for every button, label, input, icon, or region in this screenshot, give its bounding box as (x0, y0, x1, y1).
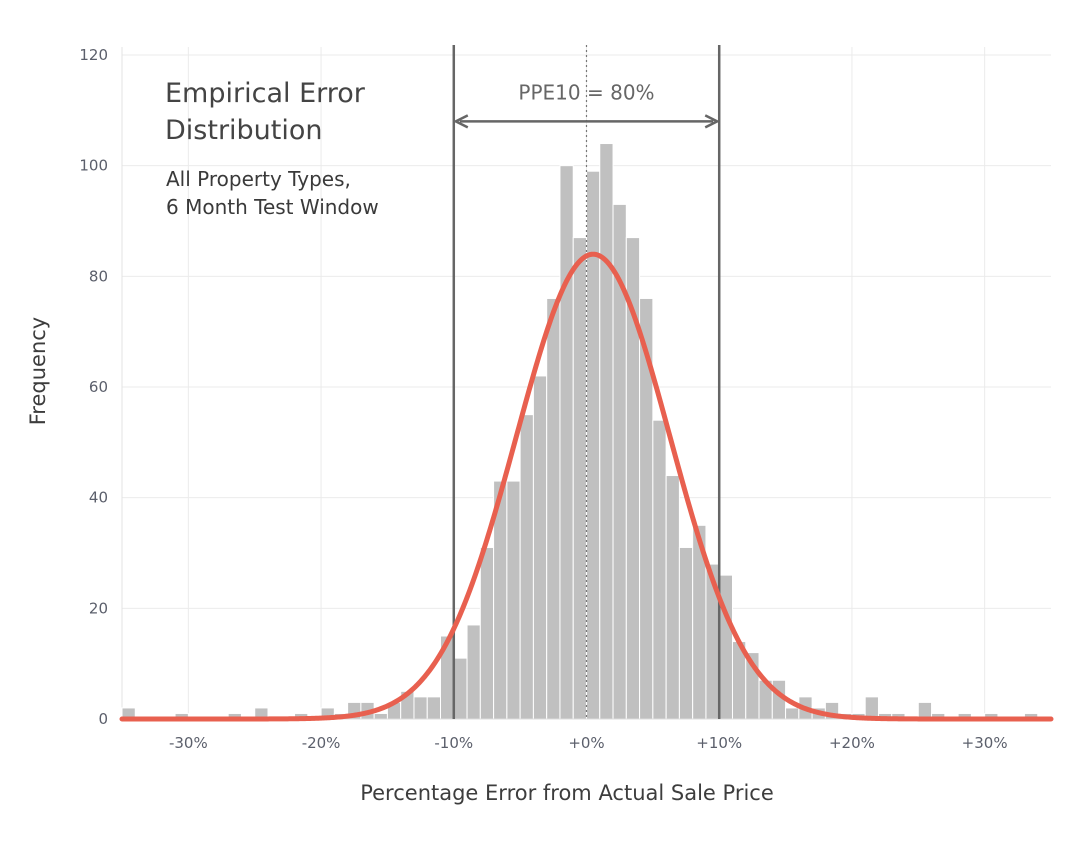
x-tick-label: -20% (302, 734, 341, 752)
y-tick-label: 40 (89, 489, 108, 507)
histogram-bar (599, 143, 614, 720)
histogram-bar (413, 696, 428, 720)
chart-subtitle-line-2: 6 Month Test Window (166, 195, 379, 219)
normal-fit-curve (119, 251, 1054, 722)
chart-title-line-1: Empirical Error (165, 78, 366, 109)
histogram-bar (506, 480, 521, 720)
y-tick-label: 100 (79, 157, 108, 175)
chart-subtitle-line-1: All Property Types, (166, 167, 351, 191)
y-tick-label: 80 (89, 267, 108, 285)
histogram-bar (373, 712, 388, 720)
histogram-bar (678, 546, 694, 720)
ppe10-arrowhead-right (704, 114, 721, 129)
y-tick-label: 20 (89, 599, 108, 617)
x-tick-label: +0% (568, 734, 604, 752)
x-tick-label: +10% (696, 734, 742, 752)
ppe10-annotation: PPE10 = 80% (452, 80, 721, 129)
histogram-bar (466, 624, 481, 720)
y-tick-label: 60 (89, 378, 108, 396)
chart-title-line-2: Distribution (165, 115, 323, 146)
ppe10-label: PPE10 = 80% (518, 80, 654, 104)
line-layer (452, 45, 721, 719)
y-tick-label: 0 (98, 710, 108, 728)
histogram-bar (546, 297, 561, 720)
histogram-bar (559, 165, 574, 720)
x-axis-title: Percentage Error from Actual Sale Price (360, 781, 774, 805)
x-tick-label: +20% (829, 734, 875, 752)
y-axis-title: Frequency (26, 317, 50, 426)
histogram-bar (785, 707, 800, 720)
x-tick-label: -10% (434, 734, 473, 752)
bar-layer (121, 143, 1051, 720)
histogram-bar (532, 375, 548, 720)
tick-layer: 0 20 40 60 80 100 120 -30% -20% -10% +0% +10% +20% +3… (79, 46, 1007, 752)
histogram-bar (426, 696, 442, 720)
histogram-bar (572, 237, 588, 720)
x-tick-label: +30% (962, 734, 1008, 752)
ppe10-arrowhead-left (452, 114, 469, 129)
histogram-bar (652, 419, 667, 720)
curve-layer (119, 251, 1054, 722)
histogram-bar (519, 414, 534, 720)
histogram-bar (665, 475, 680, 720)
y-tick-label: 120 (79, 46, 108, 64)
histogram-bar (479, 546, 495, 720)
histogram-bar (453, 657, 468, 720)
x-tick-label: -30% (169, 734, 208, 752)
